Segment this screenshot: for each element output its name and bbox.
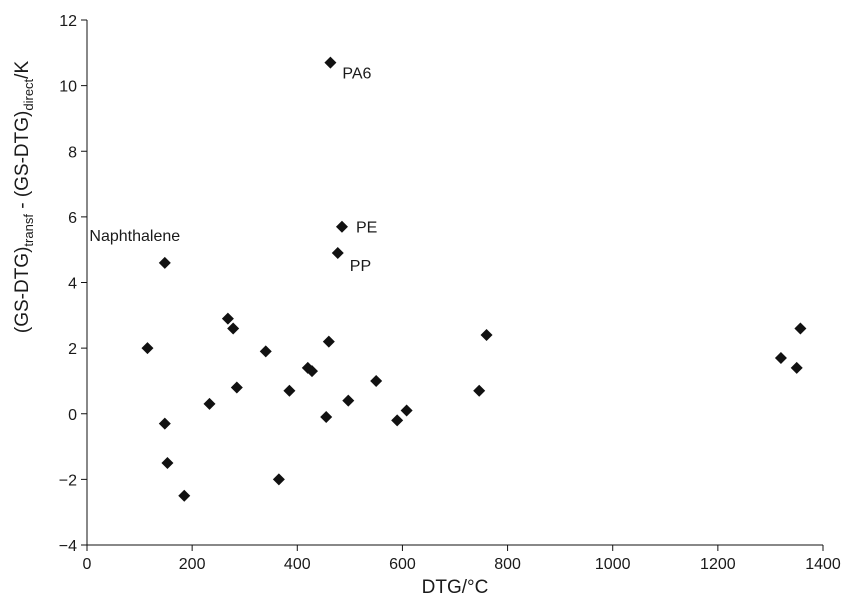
x-tick-label: 600 <box>389 556 416 573</box>
data-point <box>320 411 333 424</box>
y-tick-label: 0 <box>68 407 77 424</box>
data-point <box>283 384 296 397</box>
data-point <box>400 404 413 417</box>
y-label-part: - (GS-DTG) <box>12 111 33 214</box>
data-point <box>774 351 787 364</box>
y-tick-label: 2 <box>68 341 77 358</box>
y-tick-label: 6 <box>68 210 77 227</box>
data-point <box>221 312 234 325</box>
data-point <box>473 384 486 397</box>
y-tick-label: −2 <box>59 472 77 489</box>
x-tick-label: 800 <box>494 556 521 573</box>
data-point <box>391 414 404 427</box>
x-axis-label: DTG/°C <box>422 577 489 598</box>
x-tick-label: 1400 <box>805 556 841 573</box>
point-label: PE <box>356 220 377 237</box>
data-point <box>259 345 272 358</box>
point-annotations: Naphthalene PA6 PP PE <box>89 66 377 275</box>
y-tick-label: 12 <box>59 13 77 30</box>
data-point <box>324 56 337 69</box>
x-tick-label: 1200 <box>700 556 736 573</box>
data-point <box>342 394 355 407</box>
x-tick-label: 0 <box>83 556 92 573</box>
y-label-subscript: transf <box>21 214 36 247</box>
data-point <box>141 342 154 355</box>
y-tick-label: 8 <box>68 144 77 161</box>
data-points <box>141 56 807 502</box>
data-point <box>161 456 174 469</box>
data-point <box>794 322 807 335</box>
x-tick-label: 400 <box>284 556 311 573</box>
point-label: Naphthalene <box>89 228 180 245</box>
data-point <box>480 329 493 341</box>
data-point <box>272 473 285 486</box>
x-tick-label: 1000 <box>595 556 631 573</box>
data-point <box>203 397 216 410</box>
data-point <box>331 246 344 259</box>
y-label-part: /K <box>12 61 33 79</box>
y-tick-label: 4 <box>68 276 77 293</box>
y-tick-label: 10 <box>59 79 77 96</box>
data-point <box>230 381 243 394</box>
data-point <box>370 374 383 387</box>
data-point <box>790 361 803 374</box>
tick-labels: 0 200 400 600 800 1000 1200 1400 −4 −2 0 2 4 6 8 10 12 <box>59 13 841 573</box>
axes <box>81 19 824 551</box>
data-point <box>306 365 319 378</box>
data-point <box>335 220 348 233</box>
y-label-part: (GS-DTG) <box>12 247 33 334</box>
x-tick-label: 200 <box>179 556 206 573</box>
y-tick-label: −4 <box>59 538 77 555</box>
point-label: PP <box>350 258 371 275</box>
y-label-subscript: direct <box>21 78 36 110</box>
point-label: PA6 <box>342 66 371 83</box>
data-point <box>322 335 335 348</box>
data-point <box>158 256 171 269</box>
y-axis-label: (GS-DTG)transf - (GS-DTG)direct/K <box>12 61 36 334</box>
data-point <box>178 489 191 502</box>
data-point <box>227 322 240 335</box>
data-point <box>158 417 171 430</box>
